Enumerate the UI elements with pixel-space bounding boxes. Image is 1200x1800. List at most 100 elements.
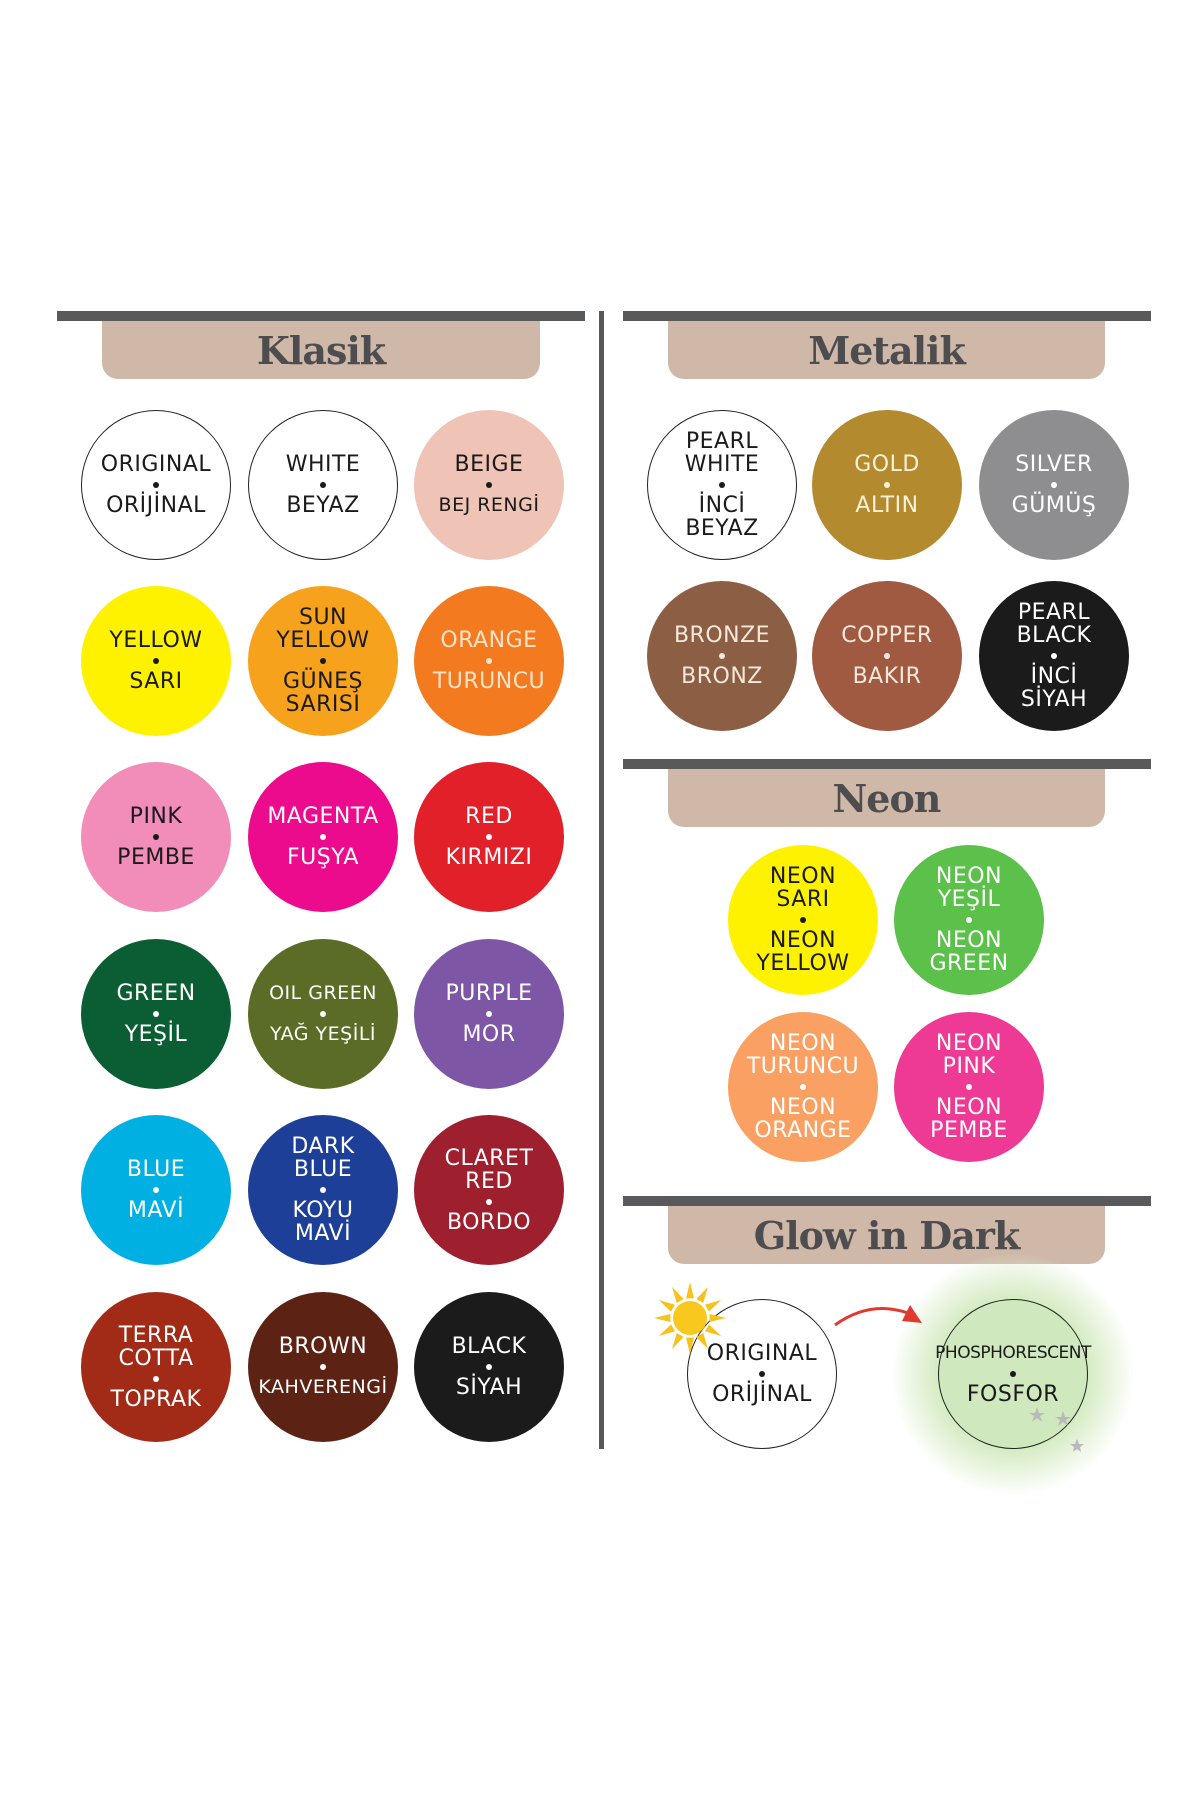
separator-dot [153,658,159,664]
swatch-label-en: COPPER [841,623,933,648]
neon-title: Neon [832,775,942,821]
klasik-swatch-red: RED KIRMIZI [414,762,564,912]
swatch-label-en: WHITE [285,452,361,477]
klasik-swatch-yellow: YELLOW SARI [81,586,231,736]
separator-dot [884,653,890,659]
swatch-label-tr: BORDO [446,1209,532,1235]
swatch-label-en: OIL GREEN [269,982,377,1004]
swatch-label-en: PHOSPHORESCENT [935,1343,1091,1363]
swatch-label-en: SUN [298,605,348,630]
metalik-header: Metalik [668,321,1105,379]
neon-header-bar [623,759,1151,769]
swatch-label-en: PINK [129,804,183,829]
swatch-label-tr: NEON [769,928,837,953]
swatch-label-tr: SARI [129,669,183,694]
glow-header: Glow in Dark [668,1206,1105,1264]
swatch-label-en: BRONZE [673,623,771,648]
swatch-label-tr: KOYU [292,1198,354,1223]
swatch-label-tr: GÜMÜŞ [1011,493,1097,518]
swatch-label-en: TERRA [118,1322,194,1348]
swatch-label-tr: MOR [462,1022,516,1047]
separator-dot [153,482,159,488]
separator-dot [320,1011,326,1017]
separator-dot [320,482,326,488]
swatch-label-tr: NEON [769,1095,837,1120]
separator-dot [153,1011,159,1017]
swatch-label-en: BEIGE [454,452,524,477]
neon-swatch-neon-sari: NEON SARI NEON YELLOW [728,845,878,995]
separator-dot [320,1364,326,1370]
separator-dot [153,1187,159,1193]
swatch-label-tr: ORİJİNAL [106,493,206,518]
swatch-label-tr: YEŞİL [124,1022,188,1047]
swatch-label-tr: BEYAZ [685,516,759,541]
swatch-label-tr: PEMBE [930,1118,1008,1143]
swatch-label-tr: GREEN [929,951,1009,976]
swatch-label-tr: BEJ RENGİ [438,494,540,516]
separator-dot [1051,653,1057,659]
swatch-label-en: BLACK [1016,623,1092,648]
swatch-label-tr: SİYAH [455,1375,523,1400]
glow-header-bar [623,1196,1151,1206]
swatch-label-en: GREEN [116,981,196,1006]
swatch-label-en: CLARET [444,1145,534,1171]
separator-dot [486,1011,492,1017]
swatch-label-tr: FUŞYA [286,845,359,870]
swatch-label-tr: NEON [935,928,1003,953]
swatch-label-tr: TOPRAK [110,1386,202,1412]
swatch-label-en: NEON [935,864,1003,889]
separator-dot [719,482,725,488]
swatch-label-tr: PEMBE [117,845,195,870]
swatch-label-en: YELLOW [276,628,370,653]
swatch-label-en: NEON [769,864,837,889]
separator-dot [1010,1371,1016,1377]
klasik-swatch-pink: PINK PEMBE [81,762,231,912]
swatch-label-en: PINK [942,1054,996,1079]
metalik-swatch-pearl-white: PEARL WHITE İNCİ BEYAZ [647,410,797,560]
swatch-label-en: ORANGE [440,628,538,653]
swatch-label-en: ORIGINAL [100,452,212,477]
swatch-label-en: COTTA [118,1345,194,1371]
separator-dot [486,1364,492,1370]
klasik-swatch-orange: ORANGE TURUNCU [414,586,564,736]
swatch-label-en: RED [465,804,513,829]
klasik-swatch-sun-yellow: SUN YELLOW GÜNEŞ SARISI [248,586,398,736]
klasik-swatch-white: WHITE BEYAZ [248,410,398,560]
swatch-label-tr: İNCİ [1030,664,1078,689]
klasik-swatch-magenta: MAGENTA FUŞYA [248,762,398,912]
neon-swatch-neon-turuncu: NEON TURUNCU NEON ORANGE [728,1012,878,1162]
glow-title: Glow in Dark [753,1212,1020,1258]
swatch-label-en: NEON [769,1031,837,1056]
swatch-label-tr: KIRMIZI [445,845,533,870]
swatch-label-en: YEŞİL [937,887,1001,912]
swatch-label-tr: MAVİ [127,1198,185,1223]
swatch-label-tr: KAHVERENGİ [258,1376,388,1398]
klasik-swatch-original: ORIGINAL ORİJİNAL [81,410,231,560]
separator-dot [320,834,326,840]
swatch-label-en: PEARL [685,429,759,454]
sun-icon [654,1282,726,1354]
neon-swatch-neon-yeşi̇l: NEON YEŞİL NEON GREEN [894,845,1044,995]
swatch-label-en: SILVER [1015,452,1093,477]
glow-swatch-phosphorescent: PHOSPHORESCENT FOSFOR [935,1299,1091,1449]
metalik-title: Metalik [808,327,966,373]
section-divider [599,311,604,1449]
klasik-swatch-black: BLACK SİYAH [414,1292,564,1442]
swatch-label-en: DARK [291,1134,355,1159]
swatch-label-tr: ORANGE [754,1118,852,1143]
swatch-label-tr: YAĞ YEŞİLİ [269,1023,377,1045]
separator-dot [719,653,725,659]
separator-dot [320,1187,326,1193]
swatch-label-en: BLACK [451,1334,527,1359]
separator-dot [966,1084,972,1090]
swatch-label-en: SARI [776,887,830,912]
separator-dot [320,658,326,664]
metalik-header-bar [623,311,1151,321]
swatch-label-tr: YELLOW [756,951,850,976]
metalik-swatch-copper: COPPER BAKIR [812,581,962,731]
klasik-swatch-green: GREEN YEŞİL [81,939,231,1089]
swatch-label-tr: BAKIR [852,664,922,689]
swatch-label-en: WHITE [684,452,760,477]
swatch-label-tr: SİYAH [1020,687,1088,712]
swatch-label-en: YELLOW [109,628,203,653]
